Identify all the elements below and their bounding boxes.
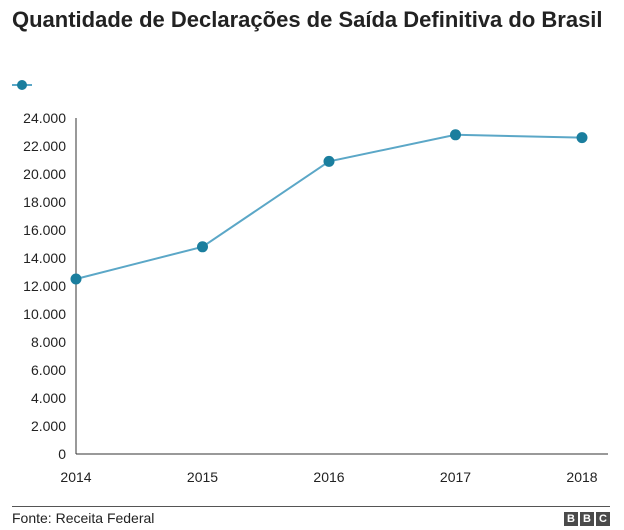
x-tick-label: 2016: [313, 469, 344, 485]
y-tick-label: 2.000: [31, 418, 66, 434]
y-tick-label: 6.000: [31, 362, 66, 378]
legend-marker: [17, 80, 27, 90]
y-tick-label: 0: [58, 446, 66, 462]
y-tick-label: 10.000: [23, 306, 66, 322]
logo-letter: C: [596, 512, 610, 526]
logo-letter: B: [580, 512, 594, 526]
y-tick-label: 18.000: [23, 194, 66, 210]
y-tick-label: 12.000: [23, 278, 66, 294]
bbc-logo: B B C: [564, 512, 610, 526]
source-note: Fonte: Receita Federal: [12, 510, 155, 526]
chart-title: Quantidade de Declarações de Saída Defin…: [12, 7, 603, 32]
y-tick-label: 4.000: [31, 390, 66, 406]
y-tick-label: 14.000: [23, 250, 66, 266]
data-point: [70, 273, 82, 285]
y-tick-label: 16.000: [23, 222, 66, 238]
y-tick-label: 24.000: [23, 110, 66, 126]
data-point: [450, 129, 461, 141]
y-tick-label: 8.000: [31, 334, 66, 350]
x-tick-label: 2015: [187, 469, 218, 485]
data-point: [197, 241, 208, 253]
data-point: [576, 132, 588, 144]
legend: [12, 80, 32, 90]
footer-divider: [12, 506, 610, 507]
y-tick-label: 22.000: [23, 138, 66, 154]
data-point: [323, 155, 335, 167]
logo-letter: B: [564, 512, 578, 526]
y-tick-label: 20.000: [23, 166, 66, 182]
line-chart: 0 2.000 4.000 6.000 8.000 10.000 12.000 14.000 1…: [23, 110, 608, 485]
x-tick-label: 2017: [440, 469, 471, 485]
x-tick-label: 2018: [566, 469, 597, 485]
x-tick-label: 2014: [60, 469, 91, 485]
